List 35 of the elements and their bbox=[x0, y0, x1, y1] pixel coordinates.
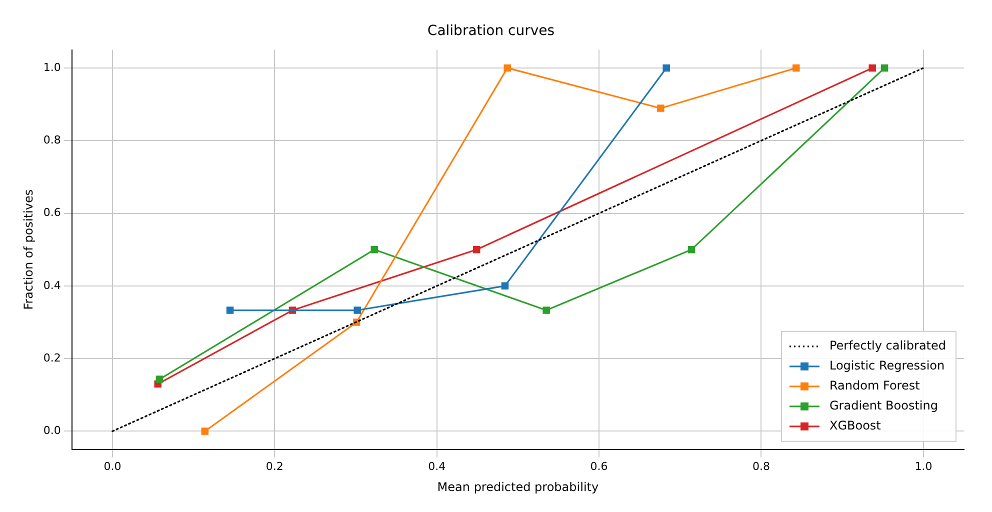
legend-label: Gradient Boosting bbox=[829, 398, 938, 413]
point bbox=[370, 246, 378, 254]
point bbox=[792, 64, 800, 72]
x-axis-title: Mean predicted probability bbox=[437, 480, 599, 494]
point bbox=[501, 282, 509, 290]
y-tick-label: 0.0 bbox=[43, 424, 61, 438]
legend-label: Perfectly calibrated bbox=[829, 338, 946, 353]
point bbox=[868, 64, 876, 72]
x-tick-label: 0.6 bbox=[590, 460, 608, 473]
point bbox=[688, 246, 696, 254]
point bbox=[542, 306, 550, 314]
x-tick-label: 0.0 bbox=[104, 460, 122, 473]
legend-label: Logistic Regression bbox=[829, 358, 945, 373]
x-tick-label: 1.0 bbox=[914, 460, 932, 473]
y-tick-label: 0.2 bbox=[43, 351, 61, 364]
point bbox=[880, 64, 888, 72]
point bbox=[354, 306, 361, 314]
x-tick-label: 0.2 bbox=[266, 460, 284, 473]
point bbox=[226, 306, 234, 314]
point bbox=[201, 428, 209, 435]
y-axis-title: Fraction of positives bbox=[21, 189, 36, 310]
chart-title: Calibration curves bbox=[427, 23, 555, 40]
point bbox=[657, 104, 664, 112]
legend-label: Random Forest bbox=[829, 378, 920, 393]
y-tick-label: 0.4 bbox=[43, 278, 61, 292]
legend-label: XGBoost bbox=[829, 418, 882, 433]
point bbox=[504, 64, 512, 72]
y-tick-label: 0.8 bbox=[43, 133, 61, 146]
y-tick-label: 1.0 bbox=[43, 60, 61, 74]
point bbox=[472, 246, 480, 254]
x-tick-label: 0.8 bbox=[752, 460, 770, 473]
y-tick-label: 0.6 bbox=[43, 206, 61, 220]
point bbox=[156, 376, 164, 383]
point bbox=[662, 64, 670, 72]
x-tick-label: 0.4 bbox=[428, 460, 446, 473]
